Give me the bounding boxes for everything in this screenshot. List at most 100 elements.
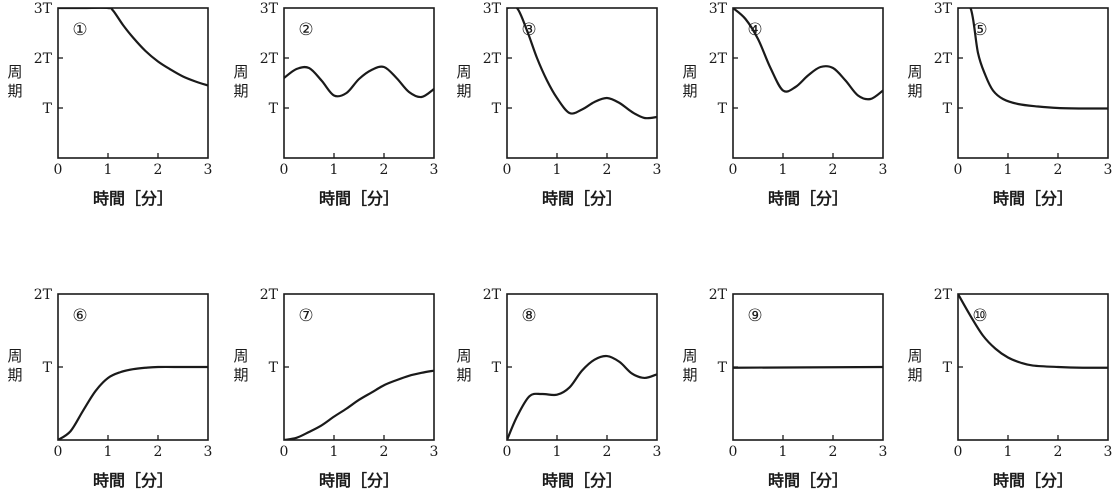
y-tick-label: T xyxy=(718,360,728,376)
x-axis-label: 時間［分］ xyxy=(319,471,399,490)
x-tick-label: 0 xyxy=(280,444,289,460)
plot-frame xyxy=(732,7,884,159)
y-tick-label: T xyxy=(43,360,53,376)
y-axis-label-char: 周 xyxy=(233,347,248,365)
plot-frame xyxy=(283,7,435,159)
y-axis-label-char: 周 xyxy=(7,63,22,81)
y-axis-label-char: 周 xyxy=(7,347,22,365)
y-tick-label: T xyxy=(943,101,953,117)
x-tick-label: 0 xyxy=(503,162,512,178)
x-axis-label: 時間［分］ xyxy=(319,189,399,208)
panel-number: ⑩ xyxy=(972,306,987,326)
x-tick-label: 0 xyxy=(729,444,738,460)
panel-number: ⑥ xyxy=(72,306,87,326)
x-tick-label: 2 xyxy=(603,444,612,460)
series-line xyxy=(284,65,434,99)
y-tick-label: 2T xyxy=(260,287,279,303)
y-axis-label-char: 期 xyxy=(7,82,22,100)
x-tick-label: 1 xyxy=(553,444,562,460)
x-tick-label: 0 xyxy=(954,444,963,460)
series-line xyxy=(58,8,208,87)
x-tick-label: 1 xyxy=(1004,444,1013,460)
y-tick-label: T xyxy=(43,101,53,117)
x-tick-label: 1 xyxy=(104,162,113,178)
y-axis-label-char: 期 xyxy=(907,366,922,384)
x-tick-label: 3 xyxy=(204,162,213,178)
y-axis-label-char: 期 xyxy=(7,366,22,384)
x-tick-label: 0 xyxy=(54,162,63,178)
y-axis-label-char: 期 xyxy=(682,366,697,384)
x-axis-label: 時間［分］ xyxy=(768,471,848,490)
x-tick-label: 3 xyxy=(430,162,439,178)
series-line xyxy=(958,294,1108,369)
y-tick-label: 2T xyxy=(483,287,502,303)
y-tick-label: 3T xyxy=(934,1,953,17)
y-tick-label: T xyxy=(492,360,502,376)
x-tick-label: 3 xyxy=(430,444,439,460)
y-axis-label-char: 周 xyxy=(682,63,697,81)
y-tick-label: T xyxy=(492,101,502,117)
series-line xyxy=(58,365,208,440)
series-line xyxy=(733,365,883,369)
plot-frame xyxy=(957,7,1109,159)
y-tick-label: 2T xyxy=(34,287,53,303)
x-axis-label: 時間［分］ xyxy=(93,189,173,208)
x-axis-label: 時間［分］ xyxy=(542,471,622,490)
x-axis-label: 時間［分］ xyxy=(768,189,848,208)
panel-number: ⑧ xyxy=(521,306,536,326)
x-tick-label: 3 xyxy=(879,162,888,178)
y-axis-label-char: 周 xyxy=(456,347,471,365)
x-tick-label: 2 xyxy=(154,162,163,178)
panel-number: ② xyxy=(298,20,313,40)
x-tick-label: 0 xyxy=(954,162,963,178)
y-tick-label: 3T xyxy=(709,1,728,17)
x-tick-label: 2 xyxy=(154,444,163,460)
x-tick-label: 0 xyxy=(280,162,289,178)
x-tick-label: 3 xyxy=(204,444,213,460)
series-line xyxy=(733,8,883,101)
y-axis-label-char: 期 xyxy=(456,366,471,384)
series-line xyxy=(284,369,434,440)
x-tick-label: 2 xyxy=(380,162,389,178)
y-axis-label-char: 周 xyxy=(682,347,697,365)
panel-number: ① xyxy=(72,20,87,40)
x-tick-label: 3 xyxy=(1104,444,1113,460)
x-tick-label: 1 xyxy=(330,444,339,460)
y-tick-label: 3T xyxy=(260,1,279,17)
y-axis-label-char: 期 xyxy=(907,82,922,100)
x-tick-label: 2 xyxy=(380,444,389,460)
y-axis-label-char: 周 xyxy=(456,63,471,81)
y-axis-label-char: 期 xyxy=(233,82,248,100)
x-axis-label: 時間［分］ xyxy=(993,471,1073,490)
y-tick-label: T xyxy=(269,360,279,376)
x-tick-label: 3 xyxy=(653,444,662,460)
x-axis-label: 時間［分］ xyxy=(542,189,622,208)
x-tick-label: 1 xyxy=(553,162,562,178)
plot-frame xyxy=(57,7,209,159)
series-line xyxy=(507,354,657,440)
plot-frame xyxy=(506,7,658,159)
y-tick-label: 2T xyxy=(934,51,953,67)
y-tick-label: 3T xyxy=(483,1,502,17)
y-axis-label-char: 周 xyxy=(233,63,248,81)
series-line xyxy=(958,8,1108,110)
series-line xyxy=(507,8,657,120)
x-axis-label: 時間［分］ xyxy=(993,189,1073,208)
y-tick-label: 2T xyxy=(934,287,953,303)
y-tick-label: T xyxy=(718,101,728,117)
y-axis-label-char: 期 xyxy=(456,82,471,100)
y-tick-label: 3T xyxy=(34,1,53,17)
x-tick-label: 2 xyxy=(603,162,612,178)
y-axis-label-char: 期 xyxy=(233,366,248,384)
y-axis-label-char: 周 xyxy=(907,63,922,81)
x-tick-label: 3 xyxy=(1104,162,1113,178)
